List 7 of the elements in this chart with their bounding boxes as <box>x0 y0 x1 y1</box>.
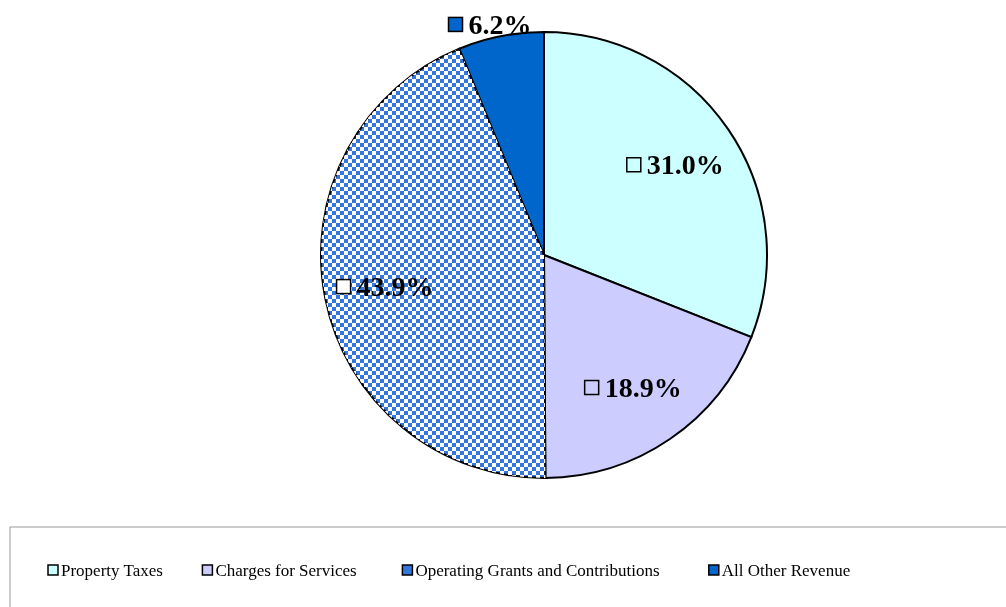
legend-label: All Other Revenue <box>721 560 851 580</box>
data-label: 6.2% <box>468 8 532 40</box>
legend-label: Property Taxes <box>61 560 163 580</box>
legend-label: Operating Grants and Contributions <box>415 560 660 580</box>
data-label: 18.9% <box>604 372 682 404</box>
legend-label: Charges for Services <box>215 560 357 580</box>
data-label: 31.0% <box>646 149 724 181</box>
